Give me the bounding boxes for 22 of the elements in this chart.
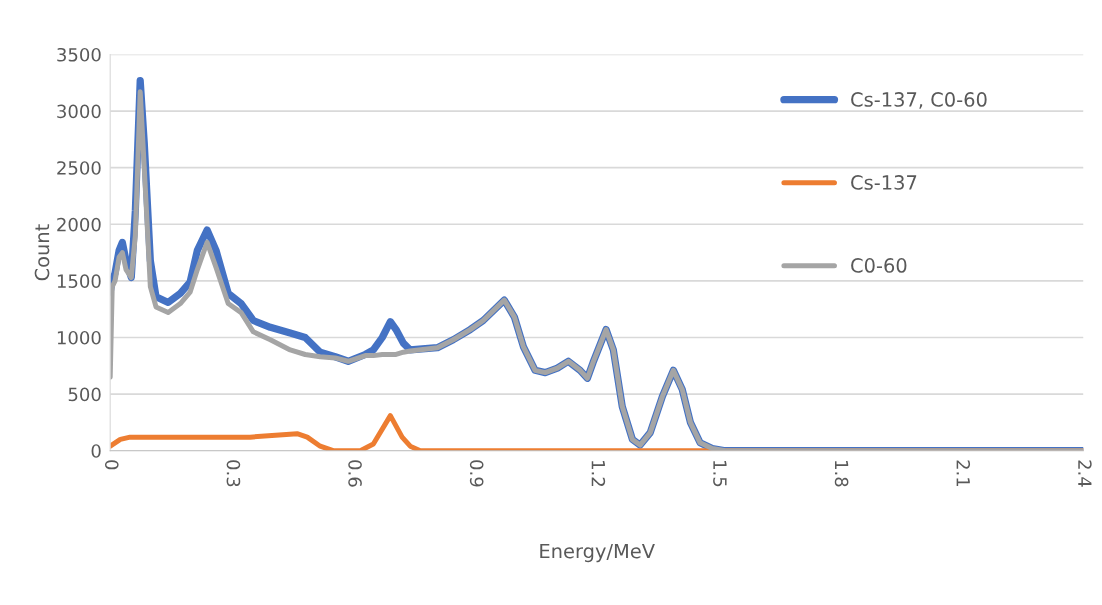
x-tick-label: 0.6 — [348, 460, 362, 487]
y-tick-label: 0 — [91, 444, 101, 458]
x-tick-label: 0.3 — [226, 460, 241, 487]
y-tick-label: 3500 — [57, 47, 101, 62]
y-tick-label: 1500 — [57, 274, 101, 289]
y-axis-title: Count — [34, 224, 50, 281]
x-tick-label: 0.9 — [469, 460, 484, 487]
y-tick-label: 500 — [68, 387, 101, 402]
y-tick-label: 3000 — [57, 104, 101, 119]
x-tick-label: 1.8 — [834, 461, 849, 487]
y-tick-label: 2000 — [57, 217, 101, 232]
x-tick-label: 2.4 — [1078, 460, 1092, 487]
y-tick-label: 2500 — [57, 161, 101, 175]
legend-label: C0-60 — [851, 258, 907, 273]
legend-label: Cs-137 — [851, 175, 917, 190]
x-tick-label: 0 — [104, 460, 119, 470]
x-tick-label: 1.5 — [713, 461, 727, 487]
x-tick-label: 2.1 — [956, 460, 971, 487]
legend-label: Cs-137, C0-60 — [851, 92, 987, 109]
x-axis-title: Energy/MeV — [540, 543, 655, 563]
x-tick-label: 1.2 — [591, 461, 606, 486]
y-tick-label: 1000 — [57, 330, 101, 345]
